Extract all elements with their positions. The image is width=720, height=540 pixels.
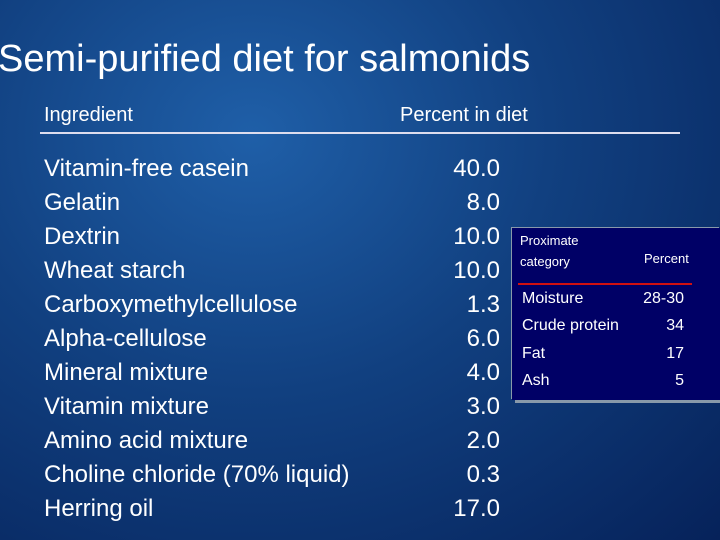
ingredient: Carboxymethylcellulose <box>44 291 298 318</box>
category: Ash <box>522 371 550 389</box>
percent: 34 <box>666 317 684 335</box>
category: Crude protein <box>522 317 619 335</box>
box-header: Proximate category <box>520 233 579 269</box>
percent: 3.0 <box>466 393 500 420</box>
percent: 40.0 <box>453 155 500 182</box>
percent: 1.3 <box>466 291 500 318</box>
slide-title: Semi-purified diet for salmonids <box>0 38 531 80</box>
percent: 2.0 <box>466 427 500 454</box>
percent: 8.0 <box>466 189 500 216</box>
ingredient: Gelatin <box>44 189 121 216</box>
ingredient: Vitamin-free casein <box>44 155 249 182</box>
percent: 6.0 <box>466 325 500 352</box>
box-header: Percent <box>644 251 689 266</box>
percent: 10.0 <box>453 223 500 250</box>
column-header: Percent in diet <box>400 104 528 126</box>
column-header: Ingredient <box>44 104 133 126</box>
ingredient: Dextrin <box>44 223 121 250</box>
ingredient: Wheat starch <box>44 257 186 284</box>
percent: 17.0 <box>453 495 500 522</box>
header-rule <box>40 132 680 134</box>
category: Moisture <box>522 290 584 307</box>
ingredient: Herring oil <box>44 495 154 522</box>
proximate-box <box>512 228 720 400</box>
ingredient: Vitamin mixture <box>44 393 209 420</box>
percent: 4.0 <box>466 359 500 386</box>
percent: 28-30 <box>643 290 684 307</box>
box-rule <box>518 283 692 285</box>
percent: 10.0 <box>453 257 500 284</box>
percent: 0.3 <box>466 461 500 488</box>
ingredient: Amino acid mixture <box>44 427 249 454</box>
category: Fat <box>522 344 546 362</box>
ingredient: Alpha-cellulose <box>44 325 207 352</box>
percent: 5 <box>675 371 684 389</box>
ingredient: Mineral mixture <box>44 359 209 386</box>
percent: 17 <box>666 344 684 362</box>
ingredient: Choline chloride (70% liquid) <box>44 461 350 488</box>
